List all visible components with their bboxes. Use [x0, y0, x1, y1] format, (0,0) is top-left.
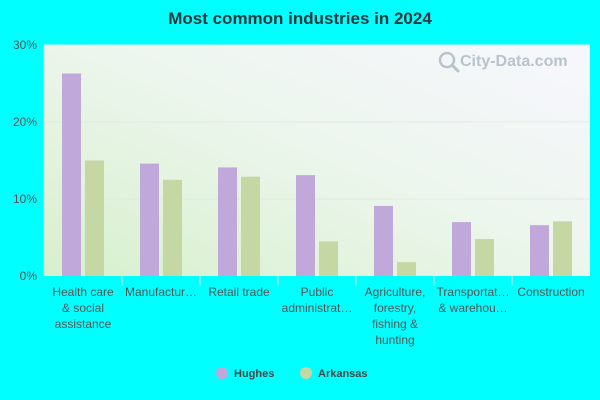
- category-label: assistance: [55, 317, 112, 331]
- legend-swatch-hughes: [216, 367, 228, 379]
- category-label: Manufactur…: [125, 285, 197, 299]
- legend-label-arkansas: Arkansas: [318, 368, 368, 380]
- category-labels: Health care & social assistance Manufactur……: [52, 285, 584, 347]
- legend-swatch-arkansas: [300, 367, 312, 379]
- bar-arkansas-3: [241, 176, 260, 276]
- category-label: administrat…: [282, 301, 353, 315]
- y-axis-ticks: 0% 10% 20% 30%: [13, 38, 37, 283]
- chart-title: Most common industries in 2024: [168, 9, 432, 28]
- bar-arkansas-1: [85, 160, 104, 276]
- gridlines: [43, 44, 590, 286]
- bar-arkansas-6: [475, 239, 494, 276]
- bar-arkansas-4: [319, 241, 338, 276]
- city-data-watermark: City-Data.com: [438, 51, 568, 73]
- bar-hughes-2: [140, 163, 159, 276]
- magnifier-logo-icon: [438, 51, 460, 73]
- bar-hughes-7: [530, 225, 549, 276]
- category-label: Retail trade: [208, 285, 270, 299]
- bar-hughes-6: [452, 222, 471, 276]
- bars: [62, 73, 572, 277]
- bar-hughes-4: [296, 175, 315, 276]
- category-label: forestry,: [374, 301, 416, 315]
- category-label: & social: [62, 301, 104, 315]
- watermark-text: City-Data.com: [460, 53, 568, 70]
- bar-arkansas-7: [553, 221, 572, 276]
- bar-hughes-3: [218, 167, 237, 276]
- y-tick-label: 20%: [13, 115, 37, 129]
- category-label: Transportat…: [437, 285, 510, 299]
- category-label: Construction: [517, 285, 584, 299]
- bar-hughes-1: [62, 73, 81, 277]
- category-label: fishing &: [372, 317, 418, 331]
- bar-arkansas-2: [163, 179, 182, 276]
- category-label: Health care: [52, 285, 114, 299]
- y-tick-label: 10%: [13, 192, 37, 206]
- bar-hughes-5: [374, 205, 393, 276]
- category-label: hunting: [375, 333, 414, 347]
- category-label: & warehou…: [438, 301, 507, 315]
- y-tick-label: 30%: [13, 38, 37, 52]
- legend: Hughes Arkansas: [216, 367, 368, 380]
- category-label: Agriculture,: [365, 285, 426, 299]
- plot-area: [44, 45, 590, 276]
- legend-label-hughes: Hughes: [234, 368, 274, 380]
- bar-arkansas-5: [397, 262, 416, 276]
- category-label: Public: [301, 285, 334, 299]
- y-tick-label: 0%: [20, 269, 38, 283]
